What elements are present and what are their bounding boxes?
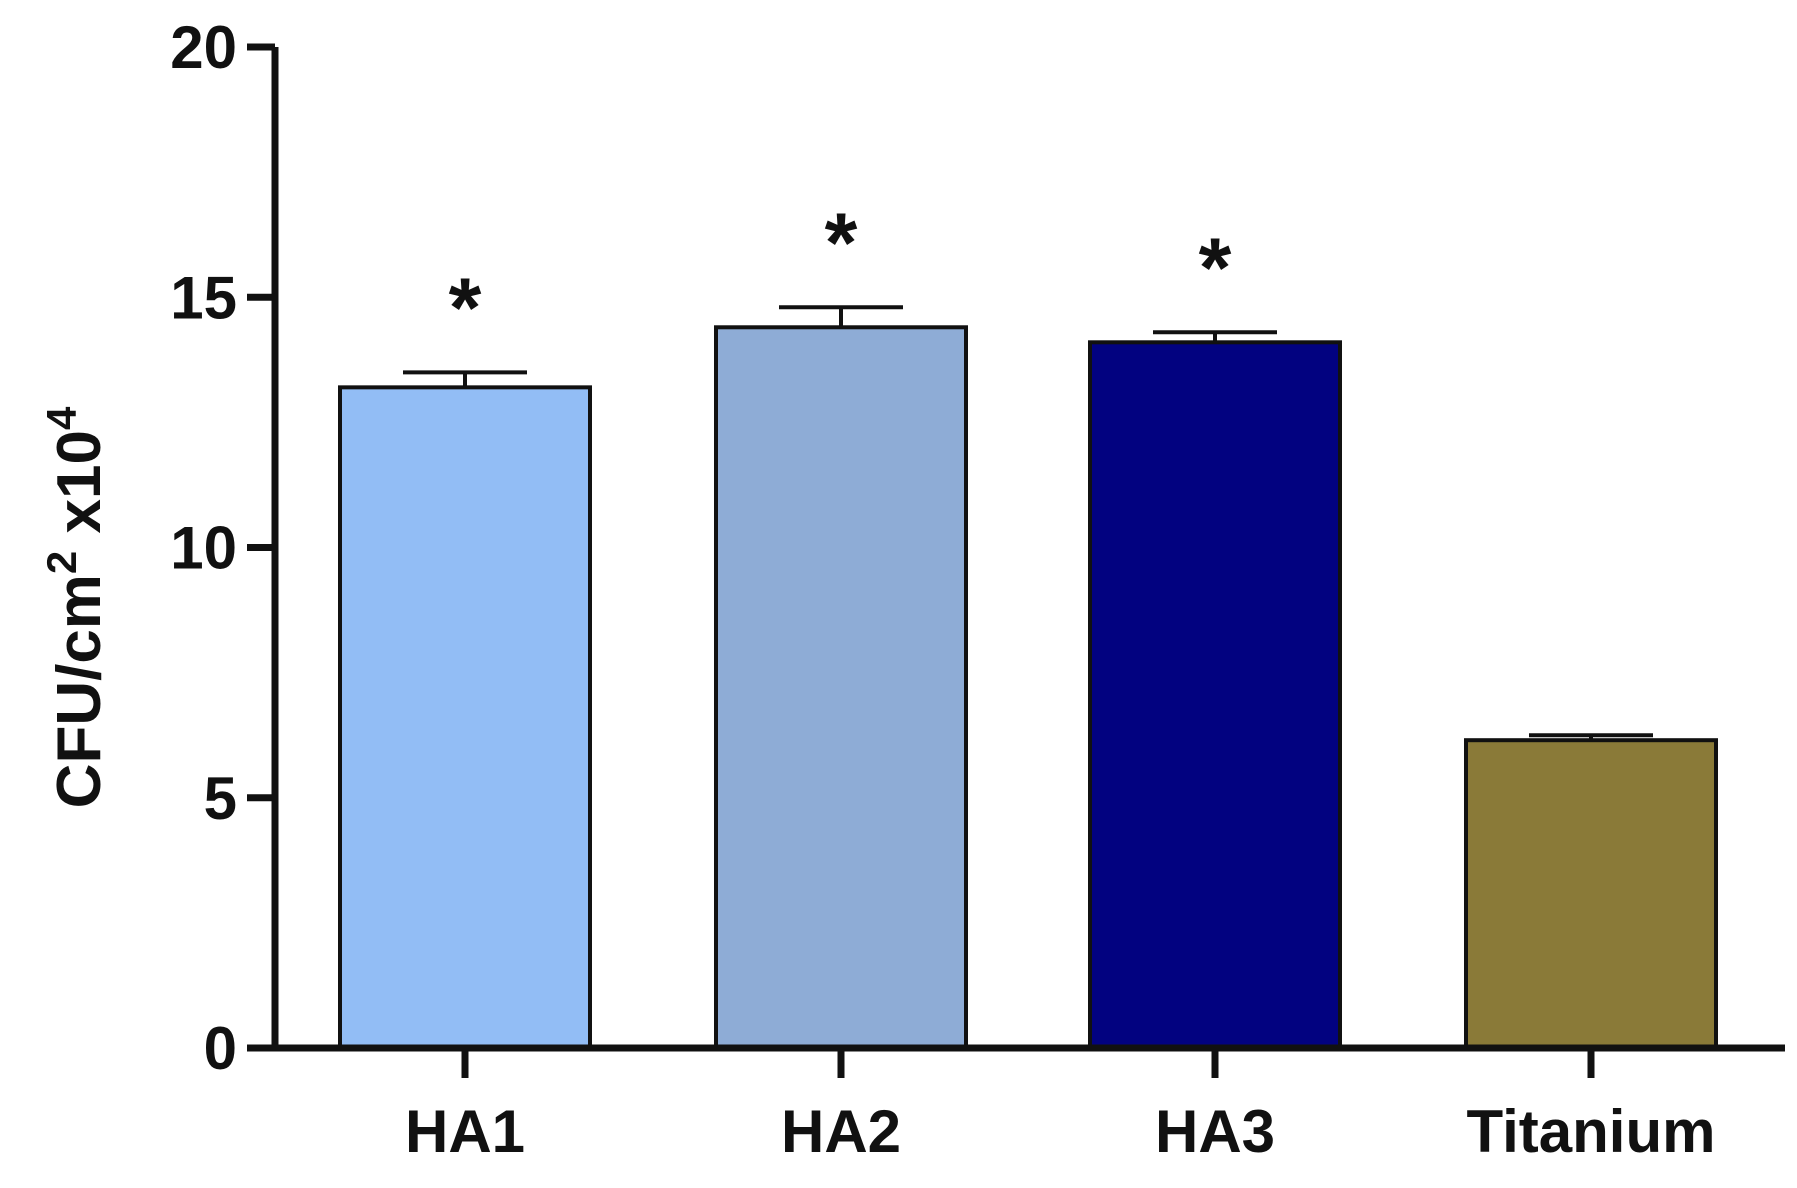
bars-group: * * * bbox=[338, 195, 1718, 1051]
y-tick-label: 0 bbox=[204, 1015, 237, 1082]
x-tick-label: HA1 bbox=[405, 1098, 525, 1165]
x-tick-label: HA2 bbox=[781, 1098, 901, 1165]
significance-marker: * bbox=[1199, 220, 1232, 314]
y-axis: 0 5 10 15 20 bbox=[170, 14, 279, 1082]
x-tick-label: Titanium bbox=[1467, 1098, 1716, 1165]
bar-ha1 bbox=[338, 385, 592, 1050]
y-tick-label: 5 bbox=[204, 765, 237, 832]
significance-marker: * bbox=[825, 195, 858, 289]
y-axis-label-sup2: 4 bbox=[38, 406, 85, 430]
y-tick-label: 15 bbox=[170, 264, 237, 331]
y-tick-label: 10 bbox=[170, 515, 237, 582]
y-axis-label: CFU/cm2 x104 bbox=[38, 406, 114, 808]
bar-ha2 bbox=[714, 325, 968, 1050]
y-tick-label: 20 bbox=[170, 14, 237, 81]
x-tick-label: HA3 bbox=[1155, 1098, 1275, 1165]
y-axis-label-sup1: 2 bbox=[38, 551, 85, 574]
y-axis-label-base: CFU/cm bbox=[45, 574, 114, 808]
bar-ha3 bbox=[1088, 340, 1342, 1051]
significance-marker: * bbox=[449, 260, 482, 354]
x-axis: HA1 HA2 HA3 Titanium bbox=[272, 1044, 1785, 1165]
y-axis-label-mid: x10 bbox=[45, 430, 114, 551]
bar-titanium bbox=[1464, 738, 1718, 1050]
